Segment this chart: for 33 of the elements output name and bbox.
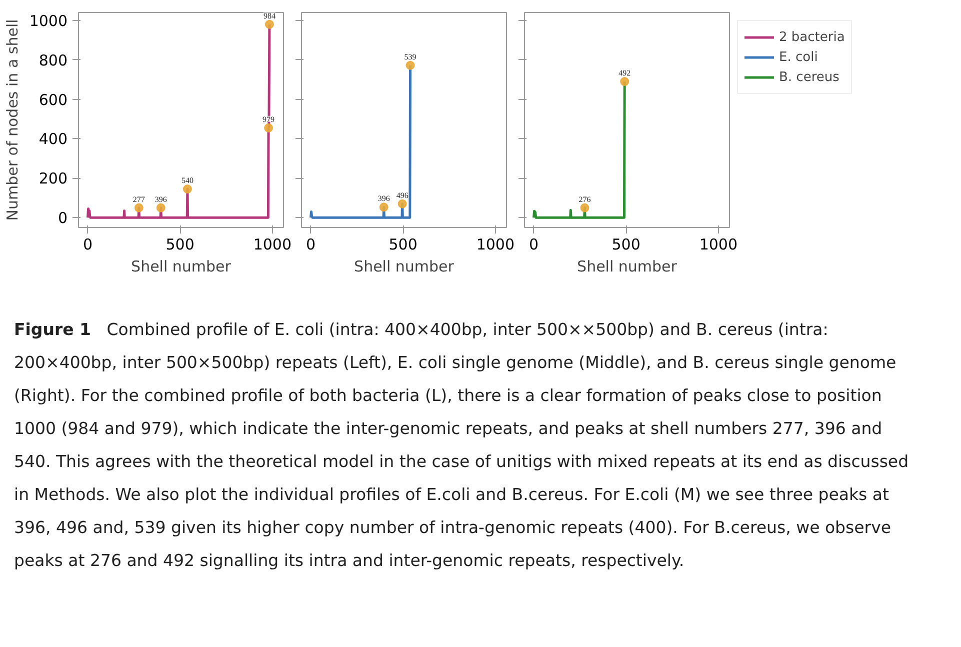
x-tick-label: 0 — [306, 236, 316, 254]
annotation: 539 — [404, 52, 416, 62]
annotation: 979 — [262, 114, 275, 124]
text: Figure 1 — [14, 320, 92, 339]
y-tick-label: 800 — [38, 51, 68, 70]
x-tick-label: 1000 — [476, 236, 515, 254]
y-tick-label: 400 — [38, 130, 68, 148]
x-axis-title: Shell number — [577, 258, 678, 276]
annotation: 496 — [396, 190, 408, 200]
x-tick-label: 500 — [388, 236, 418, 254]
annotation: 396 — [154, 194, 167, 204]
annotation: 540 — [181, 176, 194, 186]
y-tick-label: 200 — [38, 170, 68, 188]
x-tick-label: 500 — [612, 236, 640, 254]
y-axis-title: Number of nodes in a shell — [3, 19, 22, 221]
annotation: 276 — [578, 194, 591, 204]
x-tick-label: 1000 — [253, 236, 292, 254]
x-tick-label: 0 — [82, 236, 93, 254]
x-tick-label: 1000 — [699, 236, 738, 254]
y-tick-label: 600 — [38, 90, 68, 109]
y-tick-label: 1000 — [29, 12, 68, 30]
annotation: 984 — [263, 11, 276, 20]
annotation: 396 — [378, 194, 390, 204]
legend-label: B. cereus — [779, 70, 840, 84]
y-tick-label: 0 — [58, 209, 68, 228]
legend-label: 2 bacteria — [779, 30, 845, 44]
x-tick-label: 500 — [166, 236, 194, 254]
x-axis-title: Shell number — [354, 258, 455, 276]
x-axis-title: Shell number — [131, 258, 232, 276]
legend-label: E. coli — [779, 50, 818, 64]
x-tick-label: 0 — [528, 236, 539, 254]
annotation: 492 — [618, 68, 631, 78]
annotation: 277 — [132, 194, 145, 204]
